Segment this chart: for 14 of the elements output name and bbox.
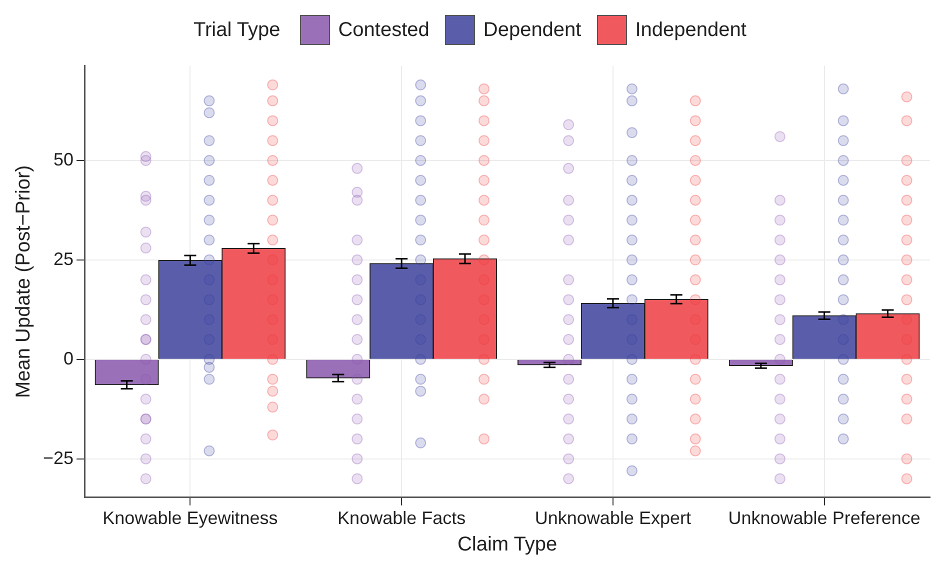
x-axis-title: Claim Type [457, 534, 558, 556]
legend-title: Trial Type [194, 18, 280, 42]
x-tick-label: Unknowable Preference [728, 508, 920, 528]
legend-label: Contested [338, 18, 430, 42]
y-tick-label: 25 [54, 248, 74, 269]
y-tick-label: −25 [42, 448, 74, 468]
legend-label: Dependent [483, 18, 582, 42]
x-tick-label: Knowable Eyewitness [102, 508, 278, 528]
y-tick-label: 50 [54, 149, 74, 170]
x-tick-label: Knowable Facts [338, 508, 466, 528]
x-tick-label: Unknowable Expert [534, 508, 691, 528]
y-tick-label: 0 [64, 348, 74, 368]
y-axis-title: Mean Update (Post−Prior) [12, 165, 35, 398]
legend-label: Independent [635, 18, 746, 42]
